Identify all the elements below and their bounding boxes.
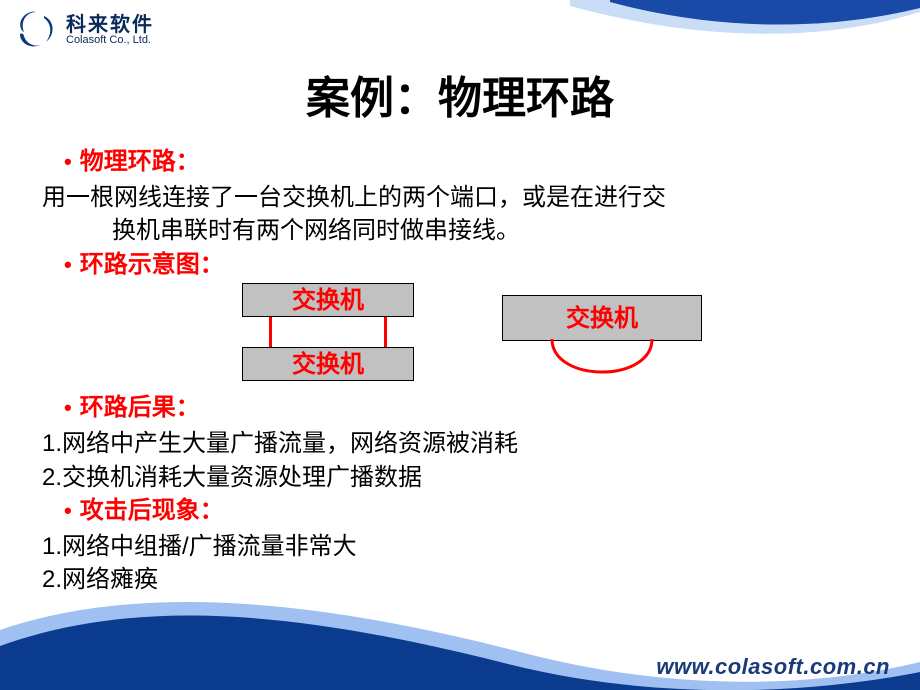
section-3-label: 环路后果： xyxy=(80,391,200,425)
brand-name-en: Colasoft Co., Ltd. xyxy=(66,35,154,46)
slide-content: • 物理环路： 用一根网线连接了一台交换机上的两个端口，或是在进行交 换机串联时… xyxy=(42,145,882,597)
section-1-heading: • 物理环路： xyxy=(42,145,882,179)
section-4-item-1: 1.网络中组播/广播流量非常大 xyxy=(42,530,882,564)
slide-title: 案例：物理环路 xyxy=(0,62,920,126)
footer-url: www.colasoft.com.cn xyxy=(656,654,890,680)
section-2-heading: • 环路示意图： xyxy=(42,248,882,282)
section-1-label: 物理环路： xyxy=(80,145,200,179)
top-swoosh-decoration xyxy=(570,0,920,60)
loop-diagram: 交换机 交换机 交换机 xyxy=(42,283,882,391)
section-1-desc: 用一根网线连接了一台交换机上的两个端口，或是在进行交 换机串联时有两个网络同时做… xyxy=(42,181,882,248)
bullet-icon: • xyxy=(42,248,80,282)
section-4-list: 1.网络中组播/广播流量非常大 2.网络瘫痪 xyxy=(42,530,882,597)
section-3-list: 1.网络中产生大量广播流量，网络资源被消耗 2.交换机消耗大量资源处理广播数据 xyxy=(42,427,882,494)
bullet-icon: • xyxy=(42,494,80,528)
bullet-icon: • xyxy=(42,145,80,179)
brand-header: 科来软件 Colasoft Co., Ltd. xyxy=(14,8,154,52)
section-3-item-2: 2.交换机消耗大量资源处理广播数据 xyxy=(42,461,882,495)
switch-box-left-top: 交换机 xyxy=(242,283,414,317)
switch-label: 交换机 xyxy=(292,348,364,382)
section-3-item-1: 1.网络中产生大量广播流量，网络资源被消耗 xyxy=(42,427,882,461)
loop-cable-icon xyxy=(502,339,702,385)
bullet-icon: • xyxy=(42,391,80,425)
section-3-heading: • 环路后果： xyxy=(42,391,882,425)
switch-box-left-bottom: 交换机 xyxy=(242,347,414,381)
switch-box-right: 交换机 xyxy=(502,295,702,341)
section-4-heading: • 攻击后现象： xyxy=(42,494,882,528)
section-2-label: 环路示意图： xyxy=(80,248,224,282)
section-1-desc-line2: 换机串联时有两个网络同时做串接线。 xyxy=(112,214,882,248)
brand-logo-icon xyxy=(14,8,58,52)
section-1-desc-line1: 用一根网线连接了一台交换机上的两个端口，或是在进行交 xyxy=(42,181,882,215)
section-4-item-2: 2.网络瘫痪 xyxy=(42,563,882,597)
brand-name-cn: 科来软件 xyxy=(66,15,154,35)
switch-label: 交换机 xyxy=(566,302,638,336)
brand-text: 科来软件 Colasoft Co., Ltd. xyxy=(66,15,154,46)
connector-line-1 xyxy=(269,317,272,347)
section-4-label: 攻击后现象： xyxy=(80,494,224,528)
switch-label: 交换机 xyxy=(292,284,364,318)
connector-line-2 xyxy=(384,317,387,347)
